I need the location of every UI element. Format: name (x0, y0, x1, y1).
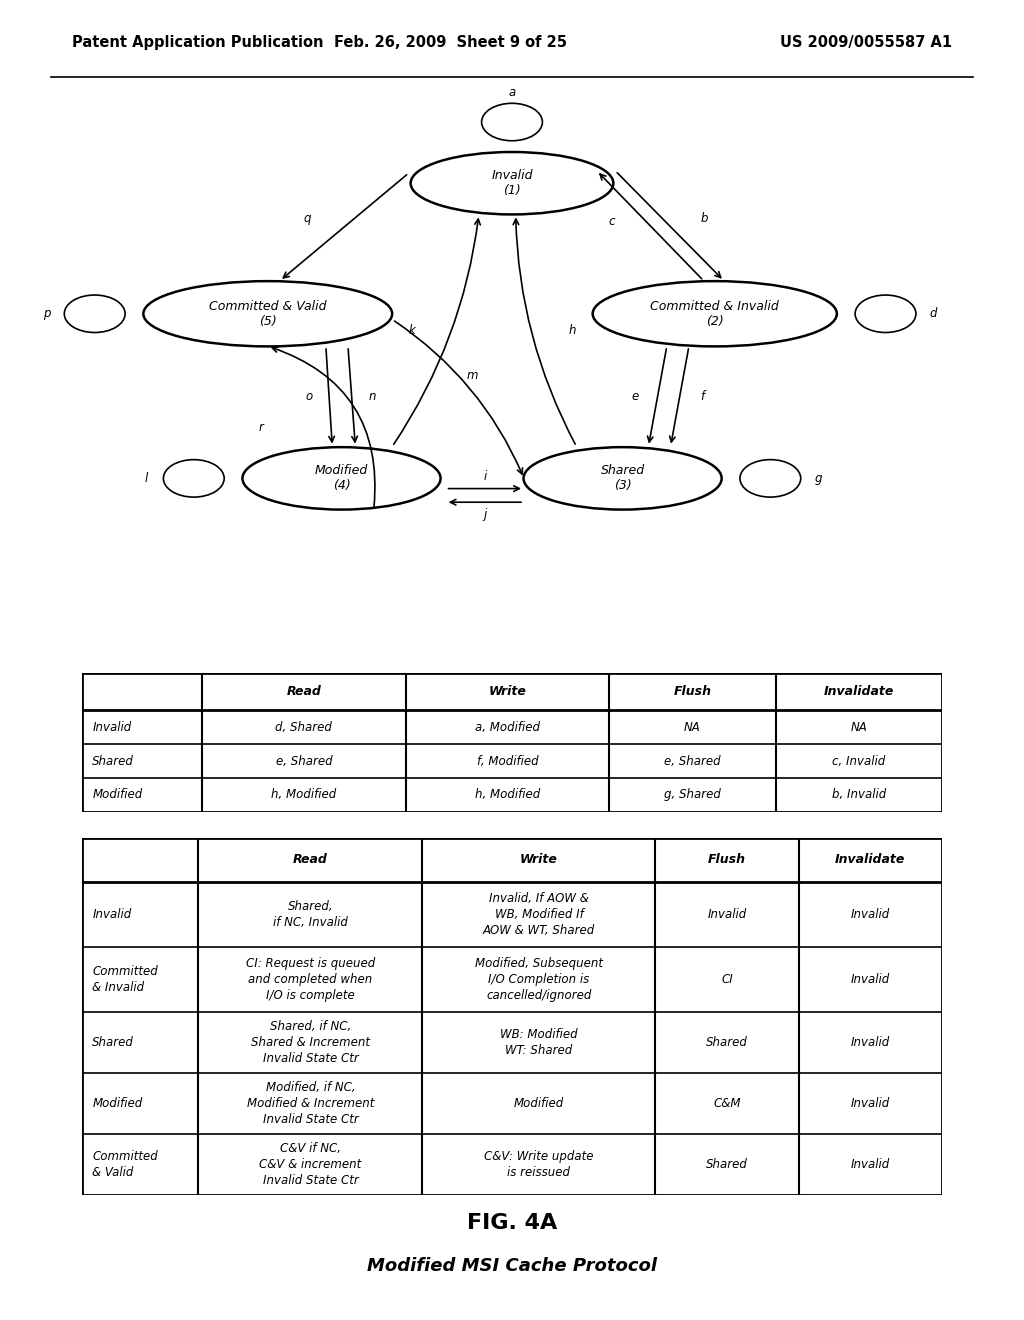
Text: Invalid: Invalid (851, 1036, 890, 1049)
Text: Read: Read (287, 685, 322, 698)
Text: m: m (466, 368, 477, 381)
Text: Invalid: Invalid (708, 908, 746, 921)
Text: Shared: Shared (707, 1158, 748, 1171)
Text: j: j (483, 508, 486, 521)
Text: Flush: Flush (708, 854, 746, 866)
Text: a, Modified: a, Modified (475, 721, 540, 734)
Text: Invalid: Invalid (92, 908, 131, 921)
Text: a: a (508, 86, 516, 99)
Text: g, Shared: g, Shared (664, 788, 721, 801)
Text: Invalidate: Invalidate (836, 854, 905, 866)
Text: d: d (930, 308, 937, 321)
Text: Write: Write (488, 685, 526, 698)
Text: i: i (483, 470, 486, 483)
Text: Feb. 26, 2009  Sheet 9 of 25: Feb. 26, 2009 Sheet 9 of 25 (334, 36, 567, 50)
Text: Invalid: Invalid (851, 908, 890, 921)
Text: Shared
(3): Shared (3) (600, 465, 645, 492)
Text: Shared: Shared (707, 1036, 748, 1049)
Text: Modified: Modified (92, 1097, 142, 1110)
Text: C&V if NC,
C&V & increment
Invalid State Ctr: C&V if NC, C&V & increment Invalid State… (259, 1142, 361, 1187)
Text: NA: NA (851, 721, 867, 734)
Text: r: r (258, 421, 263, 434)
Text: f, Modified: f, Modified (476, 755, 539, 768)
Text: Shared,
if NC, Invalid: Shared, if NC, Invalid (273, 900, 348, 929)
Text: Write: Write (520, 854, 558, 866)
Text: Shared, if NC,
Shared & Increment
Invalid State Ctr: Shared, if NC, Shared & Increment Invali… (251, 1020, 370, 1065)
Text: CI: CI (721, 973, 733, 986)
Text: o: o (305, 389, 312, 403)
Text: Modified
(4): Modified (4) (314, 465, 369, 492)
Text: FIG. 4A: FIG. 4A (467, 1213, 557, 1233)
Text: Modified, Subsequent
I/O Completion is
cancelled/ignored: Modified, Subsequent I/O Completion is c… (475, 957, 603, 1002)
Text: Modified MSI Cache Protocol: Modified MSI Cache Protocol (367, 1257, 657, 1275)
Text: Patent Application Publication: Patent Application Publication (72, 36, 324, 50)
Text: Modified, if NC,
Modified & Increment
Invalid State Ctr: Modified, if NC, Modified & Increment In… (247, 1081, 374, 1126)
Text: Invalid
(1): Invalid (1) (492, 169, 532, 197)
Text: Invalid: Invalid (851, 1097, 890, 1110)
Text: NA: NA (684, 721, 700, 734)
Text: Invalidate: Invalidate (823, 685, 894, 698)
Text: b, Invalid: b, Invalid (831, 788, 886, 801)
Text: C&V: Write update
is reissued: C&V: Write update is reissued (484, 1150, 594, 1179)
Text: Committed & Valid
(5): Committed & Valid (5) (209, 300, 327, 327)
Text: C&M: C&M (714, 1097, 740, 1110)
Text: n: n (369, 389, 376, 403)
Text: Committed & Invalid
(2): Committed & Invalid (2) (650, 300, 779, 327)
Text: h, Modified: h, Modified (475, 788, 540, 801)
Text: l: l (144, 471, 147, 484)
Text: Shared: Shared (92, 755, 134, 768)
Text: CI: Request is queued
and completed when
I/O is complete: CI: Request is queued and completed when… (246, 957, 375, 1002)
Text: e: e (632, 389, 639, 403)
Text: Invalid: Invalid (851, 973, 890, 986)
Text: k: k (409, 323, 415, 337)
Text: e, Shared: e, Shared (664, 755, 721, 768)
Text: e, Shared: e, Shared (275, 755, 332, 768)
Text: WB: Modified
WT: Shared: WB: Modified WT: Shared (500, 1028, 578, 1057)
Text: Modified: Modified (514, 1097, 564, 1110)
Text: c: c (608, 215, 614, 228)
Text: p: p (43, 308, 50, 321)
Text: Committed
& Valid: Committed & Valid (92, 1150, 158, 1179)
Text: Invalid, If AOW &
WB, Modified If
AOW & WT, Shared: Invalid, If AOW & WB, Modified If AOW & … (482, 892, 595, 937)
Text: d, Shared: d, Shared (275, 721, 333, 734)
Text: c, Invalid: c, Invalid (833, 755, 886, 768)
Text: Committed
& Invalid: Committed & Invalid (92, 965, 158, 994)
Text: US 2009/0055587 A1: US 2009/0055587 A1 (780, 36, 952, 50)
Text: Shared: Shared (92, 1036, 134, 1049)
Text: f: f (699, 389, 703, 403)
Text: Modified: Modified (92, 788, 142, 801)
Text: Flush: Flush (674, 685, 712, 698)
Text: g: g (814, 471, 822, 484)
Text: b: b (700, 213, 709, 226)
Text: h: h (568, 323, 575, 337)
Text: Read: Read (293, 854, 328, 866)
Text: q: q (304, 213, 311, 224)
Text: Invalid: Invalid (851, 1158, 890, 1171)
Text: Invalid: Invalid (92, 721, 131, 734)
Text: h, Modified: h, Modified (271, 788, 337, 801)
